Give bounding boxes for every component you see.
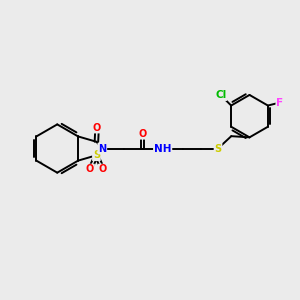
Text: F: F bbox=[276, 98, 284, 107]
Text: NH: NH bbox=[154, 143, 171, 154]
Text: N: N bbox=[98, 143, 106, 154]
Text: O: O bbox=[86, 164, 94, 174]
Text: Cl: Cl bbox=[215, 90, 226, 100]
Text: O: O bbox=[93, 123, 101, 133]
Text: S: S bbox=[214, 143, 222, 154]
Text: O: O bbox=[99, 164, 107, 174]
Text: O: O bbox=[139, 129, 147, 139]
Text: S: S bbox=[93, 150, 100, 160]
